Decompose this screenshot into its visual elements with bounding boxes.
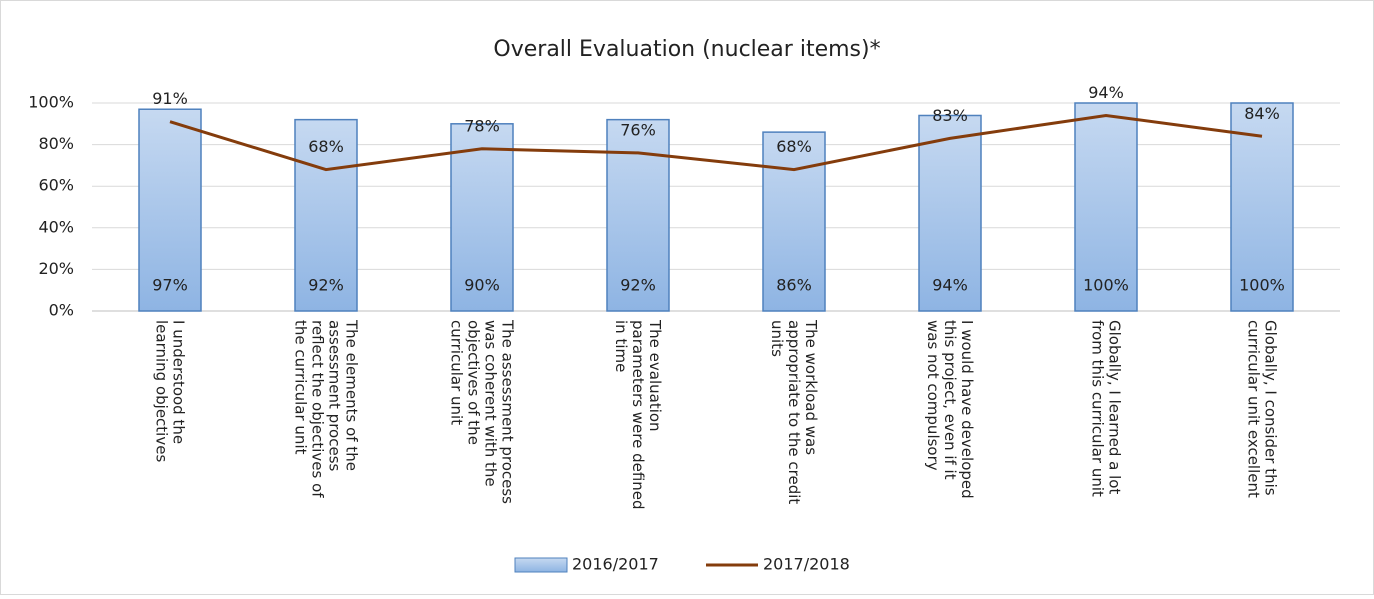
y-tick-label: 40% <box>38 217 74 236</box>
bar-value-label: 94% <box>932 276 968 295</box>
x-tick-label: The assessment processwas coherent with … <box>448 319 517 504</box>
bar <box>918 114 982 312</box>
y-tick-label: 20% <box>38 259 74 278</box>
line-value-label: 68% <box>776 137 812 156</box>
line-value-label: 76% <box>620 120 656 139</box>
bar-value-label: 92% <box>308 276 344 295</box>
line-value-label: 91% <box>152 89 188 108</box>
line-value-label: 83% <box>932 106 968 125</box>
bar <box>1074 102 1138 312</box>
x-tick-label: Globally, I consider thiscurricular unit… <box>1245 320 1280 498</box>
y-tick-label: 60% <box>38 176 74 195</box>
line-value-label: 84% <box>1244 104 1280 123</box>
y-tick-label: 80% <box>38 134 74 153</box>
x-tick-label: The workload wasappropriate to the credi… <box>768 319 820 504</box>
bar <box>450 123 514 312</box>
bar-value-label: 97% <box>152 276 188 295</box>
chart-title: Overall Evaluation (nuclear items)* <box>493 37 880 62</box>
bar <box>294 118 358 312</box>
x-tick-label: I would have developedthis project, even… <box>924 320 976 499</box>
line-value-label: 94% <box>1088 83 1124 102</box>
bar <box>1230 102 1294 312</box>
legend-label: 2016/2017 <box>572 555 659 574</box>
bar-value-label: 86% <box>776 276 812 295</box>
line <box>169 113 1263 172</box>
x-tick-label: I understood thelearning objectives <box>153 320 188 462</box>
bar <box>762 131 826 312</box>
x-tick-label: Globally, I learned a lotfrom this curri… <box>1089 320 1124 497</box>
y-tick-label: 100% <box>28 93 74 112</box>
y-tick-label: 0% <box>49 301 74 320</box>
bar <box>138 108 202 312</box>
bar-value-label: 92% <box>620 276 656 295</box>
x-tick-label: The elements of theassessment processref… <box>292 319 361 498</box>
legend-label: 2017/2018 <box>763 555 850 574</box>
bar-value-label: 100% <box>1239 276 1285 295</box>
line-value-label: 78% <box>464 116 500 135</box>
x-tick-label: The evaluationparameters were definedin … <box>612 319 664 510</box>
legend-swatch <box>514 557 568 573</box>
line-value-label: 68% <box>308 137 344 156</box>
bar-value-label: 90% <box>464 276 500 295</box>
bar-value-label: 100% <box>1083 276 1129 295</box>
